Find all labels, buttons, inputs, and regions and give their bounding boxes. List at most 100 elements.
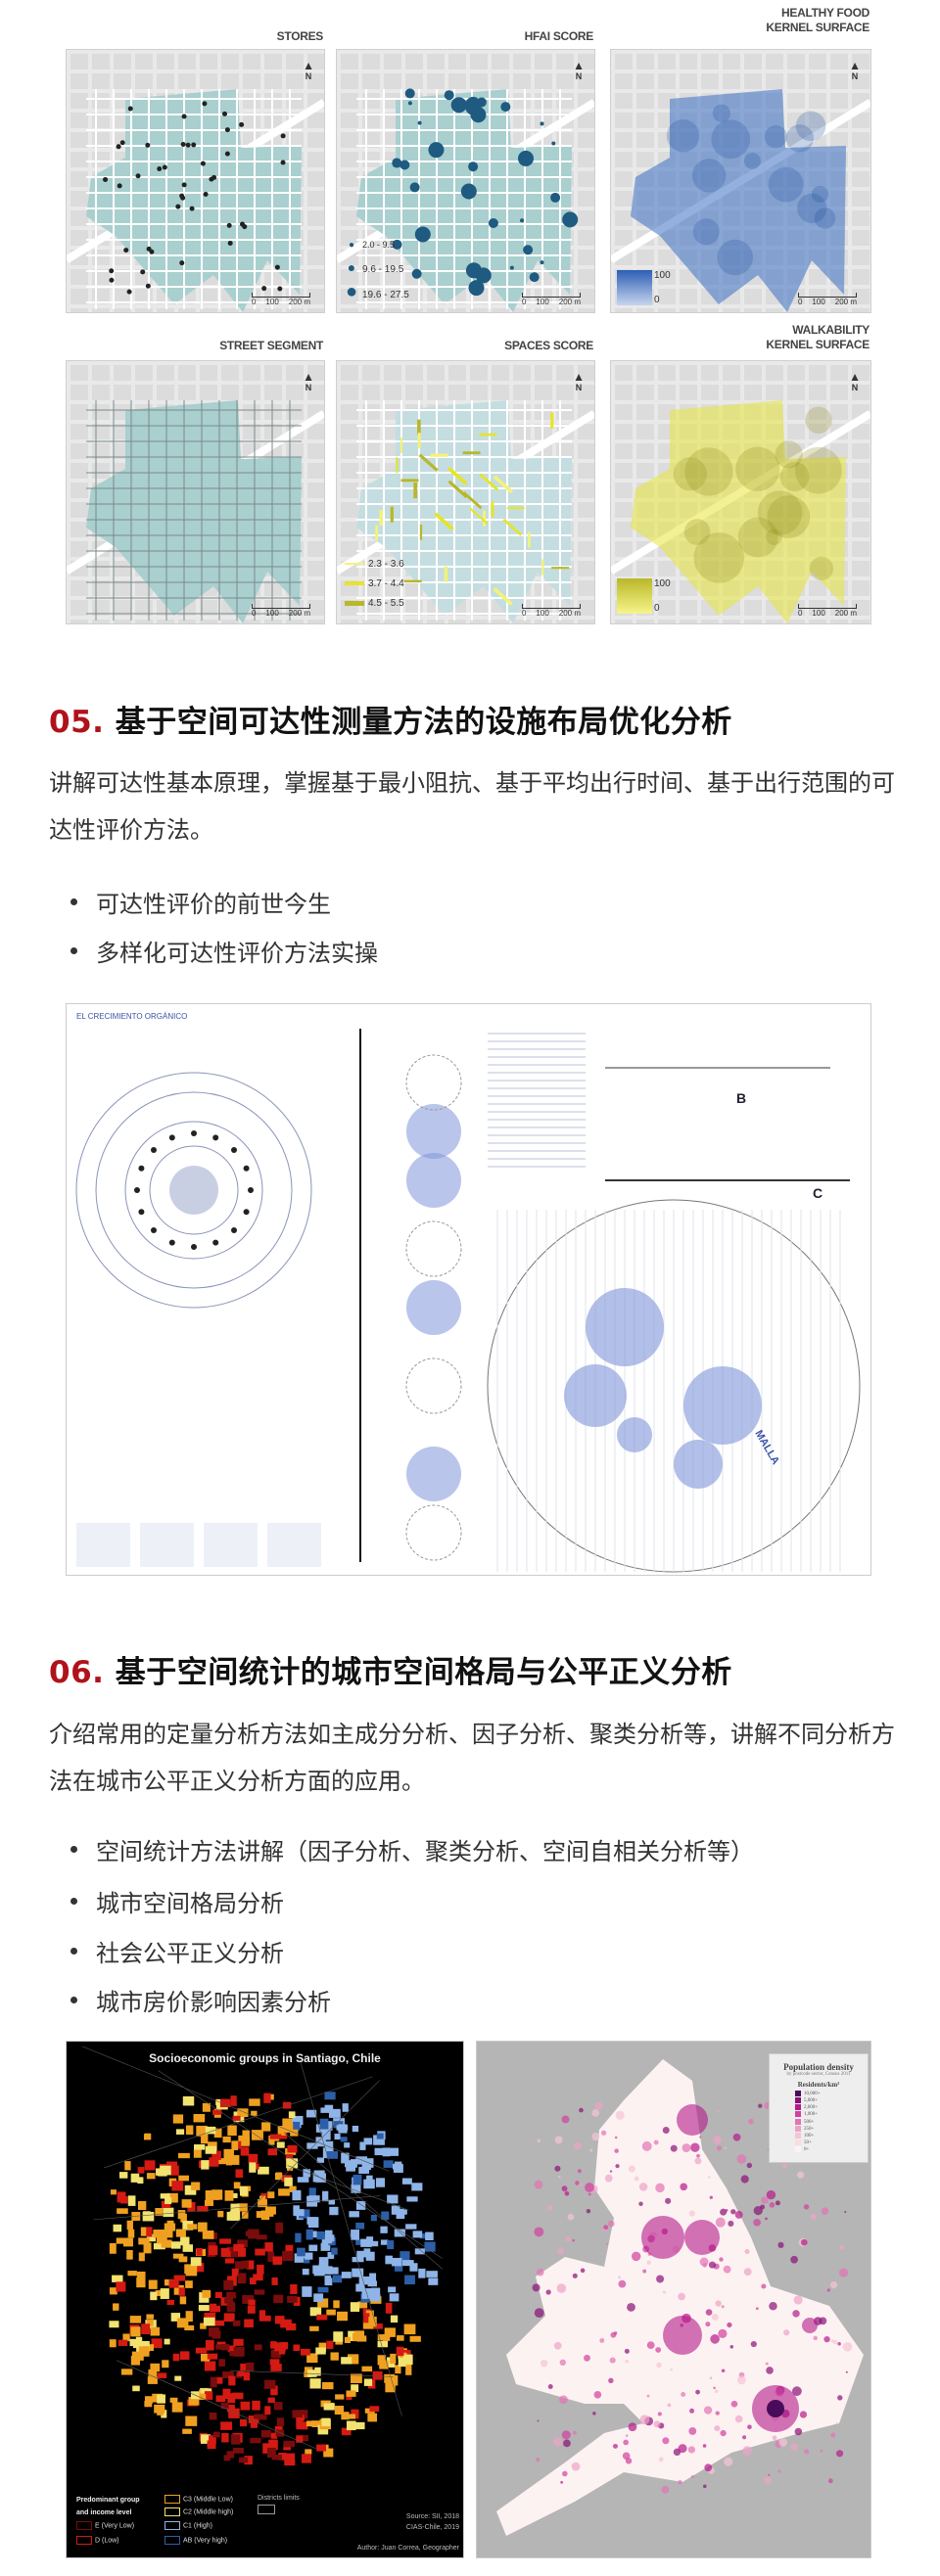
census-block	[194, 2263, 205, 2273]
scale-bar: 0 100 200 m	[798, 604, 857, 618]
census-block	[231, 2268, 239, 2277]
census-block	[320, 2107, 332, 2113]
density-cluster	[689, 2408, 695, 2414]
census-block	[230, 2095, 237, 2106]
density-cluster	[730, 2400, 738, 2408]
hfai-point	[417, 120, 422, 125]
density-cluster	[705, 2322, 711, 2327]
street-score-segment	[469, 507, 489, 526]
census-block	[334, 2406, 345, 2415]
census-block	[157, 2372, 167, 2378]
density-cluster	[715, 2217, 726, 2228]
census-block	[414, 2248, 425, 2255]
density-class: 500+	[795, 2118, 868, 2126]
store-point	[181, 114, 187, 119]
density-cluster	[536, 2458, 540, 2462]
kernel-hotspot	[764, 125, 787, 149]
density-cluster	[594, 2101, 603, 2110]
store-point	[239, 221, 245, 227]
census-block	[404, 2275, 415, 2285]
store-point	[224, 151, 230, 157]
census-block	[333, 2300, 340, 2309]
census-block	[248, 2153, 258, 2164]
density-cluster	[627, 2302, 635, 2312]
census-block	[161, 2200, 171, 2208]
legend-item: D (Low)	[76, 2536, 119, 2545]
census-block	[254, 2289, 265, 2295]
census-block	[424, 2241, 436, 2252]
census-block	[351, 2184, 361, 2193]
density-cluster	[657, 2424, 660, 2427]
density-cluster	[819, 2317, 827, 2325]
census-block	[197, 2205, 209, 2212]
census-block	[395, 2365, 401, 2374]
census-block	[302, 2286, 312, 2297]
hfai-point	[500, 102, 511, 113]
census-block	[166, 2299, 175, 2306]
census-block	[267, 2251, 275, 2262]
census-block	[287, 2144, 298, 2153]
census-block	[170, 2241, 181, 2249]
density-cluster	[772, 2435, 777, 2441]
north-arrow-icon: ▲ N	[573, 370, 585, 392]
census-block	[229, 2210, 241, 2221]
census-block	[237, 2370, 245, 2376]
density-cluster	[765, 2362, 769, 2366]
timeline-circle	[405, 1357, 462, 1414]
store-point	[109, 277, 115, 283]
density-cluster	[723, 2265, 731, 2274]
density-cluster	[799, 2411, 808, 2418]
census-block	[275, 2172, 282, 2179]
person-figure	[243, 1165, 250, 1172]
census-block	[268, 2138, 275, 2145]
density-cluster	[680, 2183, 688, 2191]
store-point	[179, 193, 185, 199]
census-block	[200, 2355, 211, 2361]
census-block	[226, 2404, 235, 2413]
census-block	[308, 2187, 316, 2197]
poster-ring	[95, 1091, 293, 1289]
census-block	[231, 2140, 239, 2150]
density-cluster	[750, 2340, 757, 2348]
poster-drawing	[75, 1029, 861, 1573]
kernel-hotspot	[805, 406, 832, 434]
census-block	[351, 2373, 362, 2383]
census-block	[385, 2381, 396, 2393]
timeline-circle	[406, 1104, 461, 1159]
density-subtitle: by postcode sector, Census 2011	[786, 2072, 851, 2077]
urban-area	[677, 2104, 708, 2136]
census-block	[240, 2401, 251, 2411]
census-block	[188, 2396, 200, 2406]
density-cluster	[604, 2174, 613, 2183]
legend-item: E (Very Low)	[76, 2521, 134, 2530]
census-block	[210, 2376, 217, 2388]
census-block	[341, 2412, 350, 2420]
census-block	[370, 2214, 377, 2222]
density-cluster	[746, 2162, 753, 2169]
santiago-author: Author: Juan Correa, Geographer	[356, 2545, 459, 2552]
census-block	[373, 2135, 385, 2145]
census-block	[233, 2338, 244, 2346]
census-block	[324, 2275, 332, 2282]
hfai-point	[488, 217, 498, 228]
census-block	[316, 2444, 326, 2452]
census-block	[204, 2391, 213, 2400]
density-cluster	[835, 2421, 838, 2424]
santiago-source: Source: SII, 2018 CIAS-Chile, 2019	[405, 2513, 459, 2531]
census-block	[217, 2210, 224, 2218]
census-block	[397, 2335, 404, 2341]
census-block	[230, 2203, 240, 2214]
census-block	[141, 2323, 151, 2334]
census-block	[232, 2115, 241, 2121]
title-line: KERNEL SURFACE	[766, 338, 870, 351]
census-block	[237, 2247, 247, 2257]
census-block	[146, 2233, 156, 2242]
census-block	[185, 2311, 193, 2323]
census-block	[171, 2181, 184, 2191]
density-cluster	[561, 2115, 570, 2124]
scale-bar: 0 100 200 m	[522, 293, 581, 306]
kernel-hotspot	[811, 185, 829, 204]
census-block	[398, 2357, 406, 2368]
density-cluster	[615, 2164, 620, 2169]
census-block	[209, 2326, 220, 2337]
